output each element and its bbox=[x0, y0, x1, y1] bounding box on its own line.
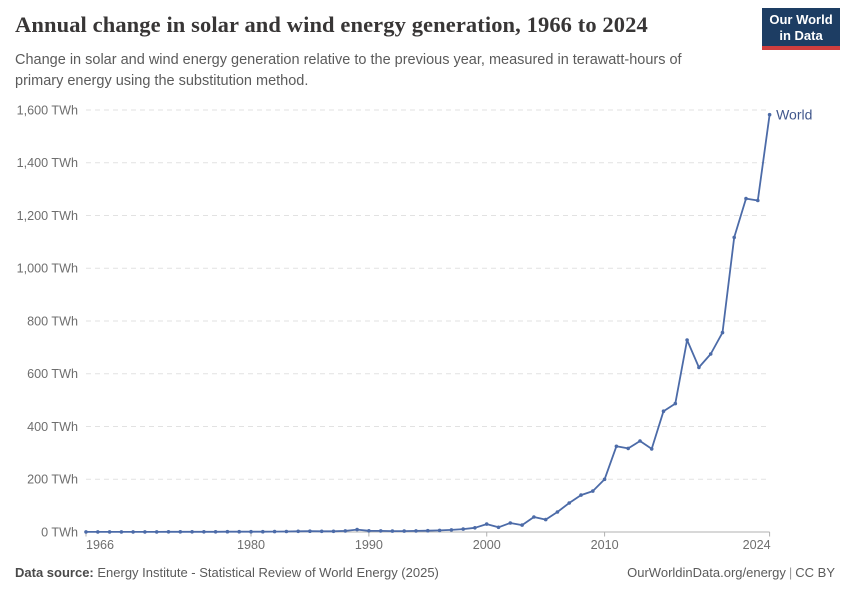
data-point bbox=[414, 529, 418, 533]
x-axis-tick-label: 2024 bbox=[743, 538, 771, 552]
data-point bbox=[437, 528, 442, 533]
owid-logo[interactable]: Our World in Data bbox=[762, 8, 840, 50]
data-point bbox=[720, 330, 725, 335]
series-label-world: World bbox=[776, 106, 812, 122]
data-point bbox=[190, 530, 194, 534]
data-point bbox=[296, 529, 301, 534]
data-point bbox=[614, 444, 619, 449]
data-point bbox=[626, 446, 630, 451]
owid-logo-line2: in Data bbox=[779, 28, 823, 43]
footer-links: OurWorldinData.org/energy | CC BY bbox=[627, 565, 835, 580]
data-point bbox=[367, 529, 371, 533]
data-point bbox=[638, 439, 642, 443]
data-point bbox=[166, 530, 171, 534]
data-point bbox=[496, 525, 501, 530]
data-source-label: Data source: bbox=[15, 565, 94, 580]
y-axis-tick-label: 1,600 TWh bbox=[17, 103, 78, 117]
y-axis-tick-label: 200 TWh bbox=[27, 473, 78, 487]
series-line-world bbox=[85, 113, 771, 533]
y-axis-tick-label: 400 TWh bbox=[27, 420, 78, 434]
chart-footer: Data source: Energy Institute - Statisti… bbox=[15, 565, 835, 580]
data-point bbox=[390, 529, 395, 533]
data-point bbox=[602, 477, 607, 482]
data-point bbox=[744, 196, 748, 201]
data-point bbox=[84, 530, 88, 534]
data-point bbox=[484, 522, 489, 526]
chart-subtitle: Change in solar and wind energy generati… bbox=[15, 52, 682, 89]
x-axis-tick-label: 1990 bbox=[355, 538, 383, 552]
data-point bbox=[213, 530, 218, 534]
y-axis-tick-label: 1,400 TWh bbox=[17, 156, 78, 170]
data-point bbox=[461, 527, 466, 531]
data-point bbox=[697, 365, 701, 370]
data-point bbox=[284, 529, 289, 534]
data-point bbox=[308, 529, 312, 533]
data-point bbox=[119, 530, 124, 534]
data-point bbox=[520, 523, 524, 527]
data-point bbox=[96, 530, 100, 534]
data-point bbox=[143, 530, 147, 534]
owid-logo-line1: Our World bbox=[769, 12, 833, 27]
data-point bbox=[449, 528, 454, 532]
data-point bbox=[649, 447, 654, 451]
data-point bbox=[426, 528, 430, 533]
data-point bbox=[261, 529, 265, 534]
data-point bbox=[202, 530, 206, 534]
data-point bbox=[579, 493, 583, 497]
data-point bbox=[543, 517, 548, 522]
data-point bbox=[756, 198, 760, 203]
data-point bbox=[249, 529, 253, 534]
y-axis-tick-label: 1,200 TWh bbox=[17, 209, 78, 223]
data-point bbox=[508, 521, 513, 525]
data-point bbox=[225, 529, 230, 534]
data-point bbox=[708, 352, 713, 356]
data-point bbox=[532, 515, 536, 519]
data-point bbox=[591, 489, 595, 493]
data-point bbox=[178, 530, 183, 534]
x-axis-tick-label: 1980 bbox=[237, 538, 265, 552]
data-point bbox=[378, 529, 383, 533]
chart-title: Annual change in solar and wind energy g… bbox=[15, 12, 648, 37]
data-point bbox=[767, 112, 772, 117]
data-point bbox=[661, 409, 666, 414]
data-point bbox=[732, 235, 736, 240]
data-point bbox=[555, 510, 560, 514]
data-source-note: Data source: Energy Institute - Statisti… bbox=[15, 565, 439, 580]
y-axis-tick-label: 600 TWh bbox=[27, 367, 78, 381]
y-axis-tick-label: 800 TWh bbox=[27, 314, 78, 328]
y-axis-tick-label: 1,000 TWh bbox=[17, 262, 78, 276]
x-axis-tick-label: 2010 bbox=[591, 538, 619, 552]
data-point bbox=[154, 530, 159, 534]
y-axis-tick-label: 0 TWh bbox=[41, 525, 78, 539]
data-point bbox=[402, 529, 407, 533]
data-point bbox=[355, 527, 359, 532]
data-point bbox=[272, 529, 277, 534]
data-point bbox=[107, 530, 112, 534]
data-source-value: Energy Institute - Statistical Review of… bbox=[93, 565, 439, 580]
data-point bbox=[331, 529, 336, 534]
data-point bbox=[131, 530, 135, 534]
data-point bbox=[473, 526, 477, 530]
x-axis-tick-label: 1966 bbox=[86, 538, 114, 552]
data-point bbox=[567, 501, 571, 505]
footer-divider: | bbox=[788, 565, 793, 580]
data-point bbox=[343, 529, 348, 533]
data-point bbox=[685, 338, 689, 342]
x-axis-tick-label: 2000 bbox=[473, 538, 501, 552]
data-point bbox=[319, 529, 324, 534]
data-point bbox=[673, 401, 678, 406]
license-link[interactable]: CC BY bbox=[795, 565, 835, 580]
owid-url-link[interactable]: OurWorldinData.org/energy bbox=[627, 565, 786, 580]
data-point bbox=[237, 529, 241, 534]
